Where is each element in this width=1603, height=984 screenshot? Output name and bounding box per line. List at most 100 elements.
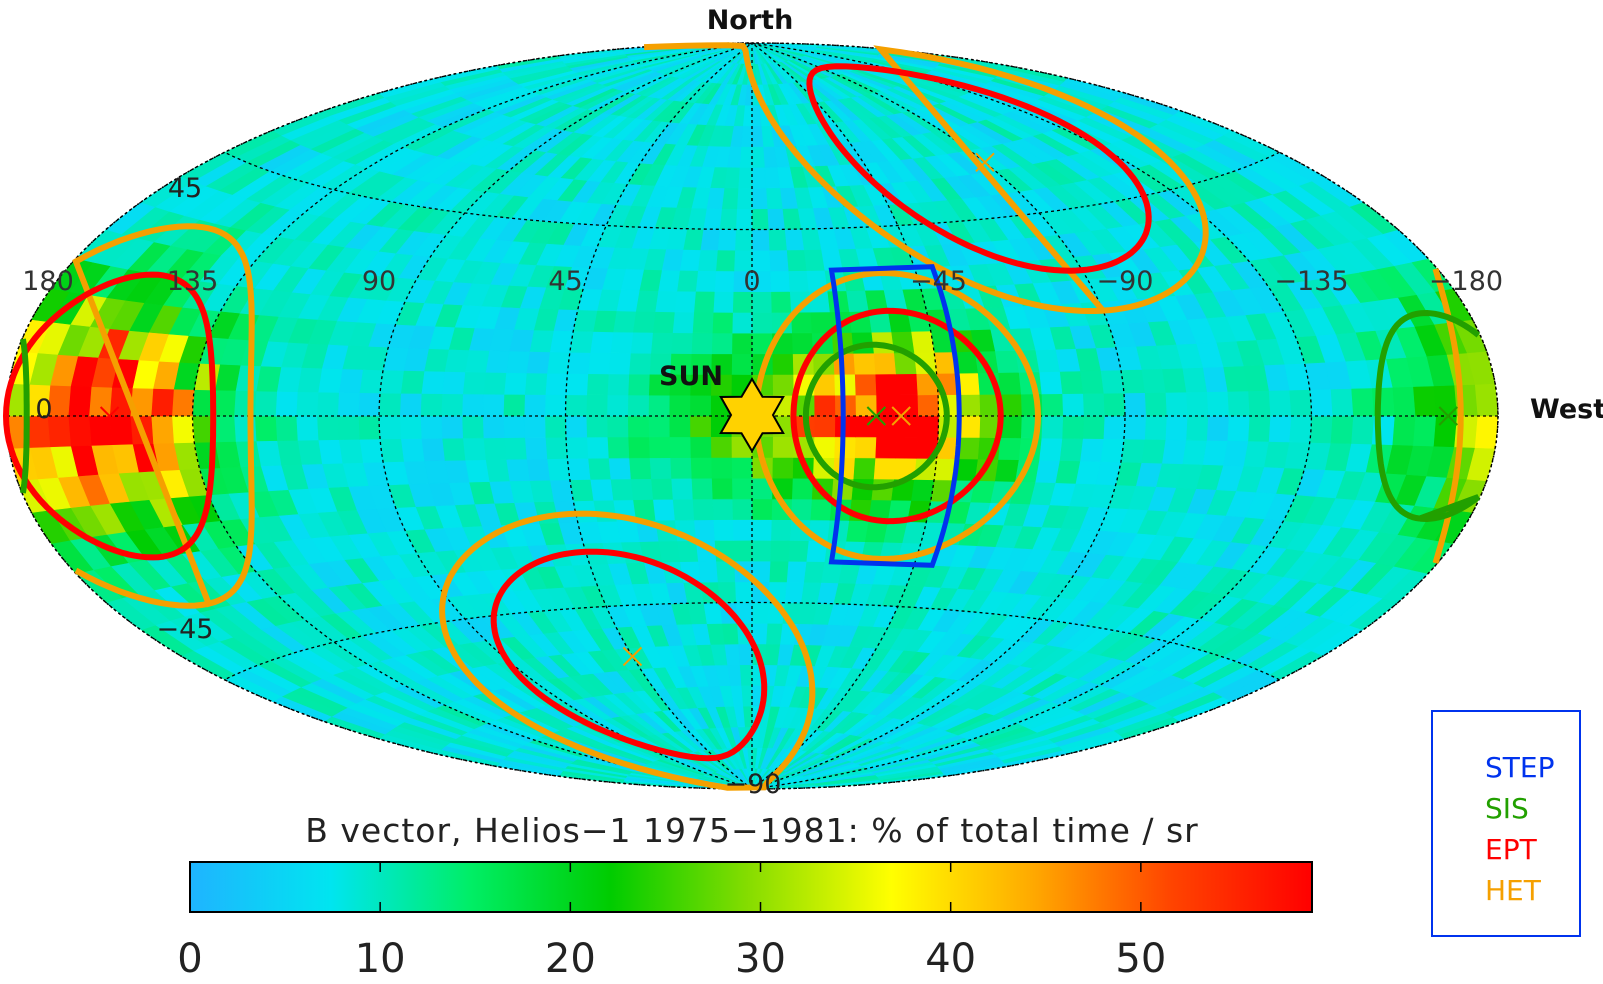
heat-cell: [1144, 415, 1167, 440]
heat-cell: [546, 351, 571, 374]
heat-cell: [357, 415, 381, 440]
heat-cell: [399, 415, 422, 440]
heat-cell: [67, 385, 92, 417]
heat-cell: [710, 457, 733, 479]
heat-cell: [711, 477, 733, 500]
heat-cell: [1247, 415, 1271, 442]
heat-cell: [485, 350, 510, 373]
heat-cell: [751, 519, 772, 541]
heat-cell: [735, 208, 753, 230]
heat-cell: [567, 351, 591, 375]
lon-tick-label: −90: [1097, 266, 1154, 297]
heat-cell: [711, 311, 733, 334]
heat-cell: [1391, 386, 1416, 417]
heat-cell: [1079, 438, 1104, 462]
heat-cell: [896, 415, 919, 438]
heat-cell: [648, 394, 670, 417]
heat-cell: [1288, 389, 1312, 417]
heat-cell: [1226, 390, 1250, 417]
heat-cell: [1140, 438, 1166, 464]
heat-cell: [693, 519, 715, 542]
heat-cell: [910, 330, 935, 353]
heat-cell: [697, 249, 718, 272]
heat-cell: [711, 332, 733, 355]
heat-cell: [751, 208, 769, 230]
heat-cell: [544, 436, 568, 460]
heat-cell: [1185, 391, 1209, 417]
heat-cell: [212, 415, 236, 443]
heat-cell: [441, 437, 466, 461]
heat-cell: [399, 392, 422, 417]
heat-cell: [768, 249, 789, 272]
lon-tick-label: −45: [910, 266, 967, 297]
heat-cell: [766, 208, 785, 230]
heat-cell: [1034, 459, 1060, 484]
heatmap-layer: [6, 43, 1498, 789]
heat-cell: [958, 394, 981, 417]
heat-cell: [461, 393, 484, 417]
heat-cell: [628, 457, 652, 480]
heat-cell: [627, 373, 650, 396]
sun-label: SUN: [659, 361, 723, 392]
heat-cell: [1100, 438, 1125, 463]
heat-cell: [462, 371, 486, 395]
heat-cell: [378, 392, 402, 417]
heat-cell: [1206, 391, 1229, 417]
heat-cell: [769, 540, 790, 562]
heat-cell: [689, 415, 712, 438]
heat-cell: [464, 349, 490, 373]
heat-cell: [739, 146, 753, 168]
heat-cell: [751, 104, 762, 127]
lon-tick-label: 0: [743, 266, 760, 297]
heat-cell: [420, 370, 445, 395]
heat-cell: [786, 249, 807, 272]
heat-cell: [751, 125, 764, 147]
heat-cell: [505, 350, 530, 374]
heat-cell: [379, 369, 404, 394]
heat-cell: [690, 457, 712, 479]
heat-cell: [751, 146, 765, 168]
heat-cell: [357, 392, 381, 417]
heat-cell: [734, 229, 753, 251]
heat-cell: [1412, 385, 1437, 417]
heat-cell: [586, 373, 609, 396]
heat-cell: [736, 187, 753, 210]
heat-cell: [420, 437, 445, 462]
heat-cell: [587, 352, 611, 375]
colorbar-tick-label: 0: [177, 936, 202, 982]
north-label: North: [707, 5, 794, 36]
heat-cell: [765, 622, 783, 645]
heat-cell: [482, 371, 507, 395]
heat-cell: [1061, 393, 1084, 417]
heat-cell: [695, 270, 717, 292]
heat-cell: [1181, 439, 1207, 465]
heat-cell: [88, 415, 113, 446]
legend-item-het: HET: [1485, 874, 1542, 907]
heat-cell: [1206, 415, 1229, 441]
heat-cell: [1120, 369, 1145, 394]
heat-cell: [721, 187, 739, 210]
heat-cell: [1079, 370, 1104, 394]
legend-item-step: STEP: [1485, 751, 1554, 784]
heat-cell: [1181, 367, 1207, 393]
heat-cell: [717, 228, 737, 251]
heat-cell: [171, 388, 195, 417]
heat-cell: [464, 459, 490, 483]
heat-cell: [765, 187, 783, 210]
heat-cell: [1412, 415, 1437, 447]
heat-cell: [845, 289, 869, 312]
heat-cell: [845, 520, 869, 543]
heat-cell: [612, 310, 637, 333]
heat-cell: [668, 394, 691, 417]
heat-cell: [958, 415, 981, 438]
heat-cell: [544, 394, 567, 417]
heat-cell: [710, 436, 732, 458]
heat-cell: [630, 478, 654, 501]
heat-cell: [770, 291, 792, 313]
heat-cell: [1288, 415, 1312, 443]
heat-cell: [462, 437, 486, 461]
lon-tick-label: 135: [167, 266, 219, 297]
heat-cell: [1164, 415, 1188, 441]
heat-cell: [1144, 392, 1167, 417]
heat-cell: [1102, 415, 1126, 440]
